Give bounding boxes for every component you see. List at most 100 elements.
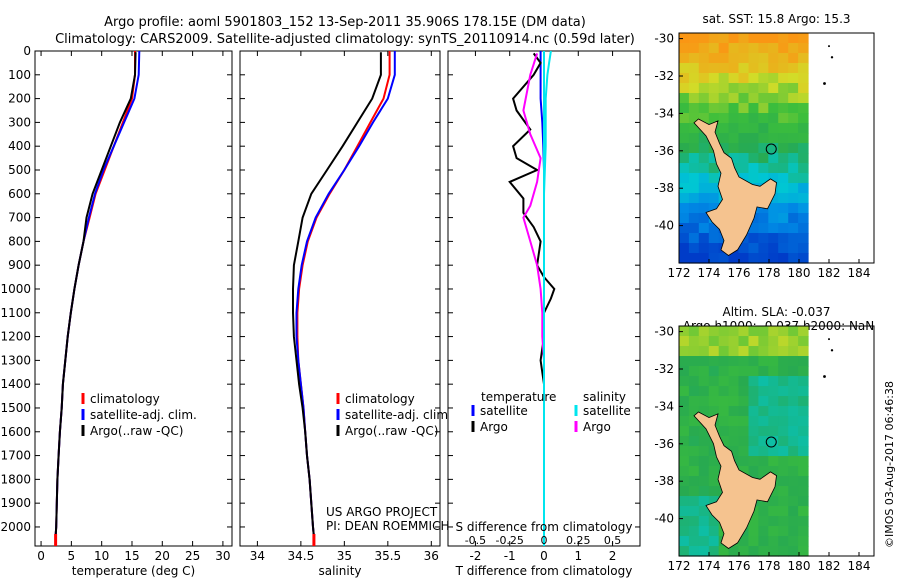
heatmap-cell xyxy=(768,43,779,54)
heatmap-cell xyxy=(788,366,799,377)
heatmap-cell xyxy=(768,193,779,204)
heatmap-cell xyxy=(708,113,720,124)
heatmap-cell xyxy=(758,506,769,517)
heatmap-cell xyxy=(688,536,700,547)
heatmap-cell xyxy=(778,223,789,234)
float-position-marker xyxy=(765,436,777,448)
heatmap-cell xyxy=(758,366,769,377)
heatmap-cell xyxy=(798,346,809,357)
heatmap-cell xyxy=(679,143,690,154)
heatmap-cell xyxy=(708,253,720,264)
heatmap-cell xyxy=(698,223,710,234)
heatmap-cell xyxy=(748,446,759,457)
heatmap-cell xyxy=(788,253,799,264)
heatmap-cell xyxy=(698,426,710,437)
y-tick-label: 200 xyxy=(8,92,31,106)
heatmap-cell xyxy=(768,446,779,457)
heatmap-cell xyxy=(768,213,779,224)
heatmap-cell xyxy=(679,536,690,547)
heatmap-cell xyxy=(758,103,769,114)
heatmap-cell xyxy=(778,506,789,517)
heatmap-cell xyxy=(788,93,799,104)
heatmap-cell xyxy=(768,103,779,114)
heatmap-cell xyxy=(728,93,740,104)
legend-entry: Argo(..raw -QC) xyxy=(90,424,183,438)
y-tick-label: 1400 xyxy=(0,377,31,391)
heatmap-cell xyxy=(778,436,789,447)
y-tick-label: 1100 xyxy=(0,306,31,320)
heatmap-cell xyxy=(698,33,710,44)
heatmap-cell xyxy=(698,143,710,154)
heatmap-cell xyxy=(708,356,720,367)
legend-entry: Argo xyxy=(583,420,611,434)
heatmap-cell xyxy=(778,253,789,264)
heatmap-cell xyxy=(778,83,789,94)
heatmap-cell xyxy=(778,53,789,64)
heatmap-cell xyxy=(758,83,769,94)
heatmap-cell xyxy=(788,446,799,457)
heatmap-cell xyxy=(768,466,779,477)
y-tick-label: 800 xyxy=(8,234,31,248)
heatmap-cell xyxy=(788,456,799,467)
heatmap-cell xyxy=(758,376,769,387)
heatmap-cell xyxy=(688,223,700,234)
x-tick-label: 10 xyxy=(94,549,109,563)
y-tick-label: 1500 xyxy=(0,401,31,415)
heatmap-cell xyxy=(768,356,779,367)
heatmap-cell xyxy=(748,366,759,377)
heatmap-cell xyxy=(768,426,779,437)
heatmap-cell xyxy=(698,356,710,367)
heatmap-cell xyxy=(728,336,740,347)
y-tick-label: 1200 xyxy=(0,330,31,344)
heatmap-cell xyxy=(748,436,759,447)
heatmap-cell xyxy=(768,346,779,357)
heatmap-cell xyxy=(738,93,749,104)
heatmap-cell xyxy=(688,233,700,244)
heatmap-cell xyxy=(738,536,749,547)
heatmap-cell xyxy=(788,233,799,244)
heatmap-cell xyxy=(798,53,809,64)
y-tick-label: 1600 xyxy=(0,425,31,439)
heatmap-cell xyxy=(718,336,730,347)
heatmap-cell xyxy=(698,253,710,264)
heatmap-cell xyxy=(698,203,710,214)
heatmap-cell xyxy=(778,143,789,154)
island-marker xyxy=(830,56,834,59)
heatmap-cell xyxy=(688,326,700,337)
heatmap-cell xyxy=(788,223,799,234)
heatmap-cell xyxy=(679,366,690,377)
heatmap-cell xyxy=(718,73,730,84)
heatmap-cell xyxy=(718,123,730,134)
heatmap-cell xyxy=(698,183,710,194)
heatmap-cell xyxy=(728,416,740,427)
heatmap-cell xyxy=(758,93,769,104)
y-tick-label: -36 xyxy=(654,144,674,158)
heatmap-cell xyxy=(679,73,690,84)
heatmap-cell xyxy=(688,486,700,497)
x2-tick-label: -0.25 xyxy=(495,534,523,547)
heatmap-cell xyxy=(778,203,789,214)
heatmap-cell xyxy=(798,83,809,94)
heatmap-cell xyxy=(718,416,730,427)
heatmap-cell xyxy=(738,366,749,377)
heatmap-cell xyxy=(798,446,809,457)
y-tick-label: -30 xyxy=(654,325,674,339)
legend-entry: climatology xyxy=(90,392,160,406)
heatmap-cell xyxy=(728,113,740,124)
series-line xyxy=(292,52,382,537)
heatmap-cell xyxy=(748,63,759,74)
heatmap-cell xyxy=(768,203,779,214)
heatmap-cell xyxy=(778,476,789,487)
heatmap-cell xyxy=(688,93,700,104)
heatmap-cell xyxy=(798,93,809,104)
heatmap-cell xyxy=(738,416,749,427)
heatmap-cell xyxy=(798,123,809,134)
heatmap-cell xyxy=(698,326,710,337)
heatmap-cell xyxy=(698,153,710,164)
heatmap-cell xyxy=(788,133,799,144)
y-tick-label: 400 xyxy=(8,139,31,153)
heatmap-cell xyxy=(778,153,789,164)
heatmap-cell xyxy=(798,63,809,74)
y-tick-label: 0 xyxy=(23,44,31,58)
x-tick-label: 184 xyxy=(848,266,871,280)
